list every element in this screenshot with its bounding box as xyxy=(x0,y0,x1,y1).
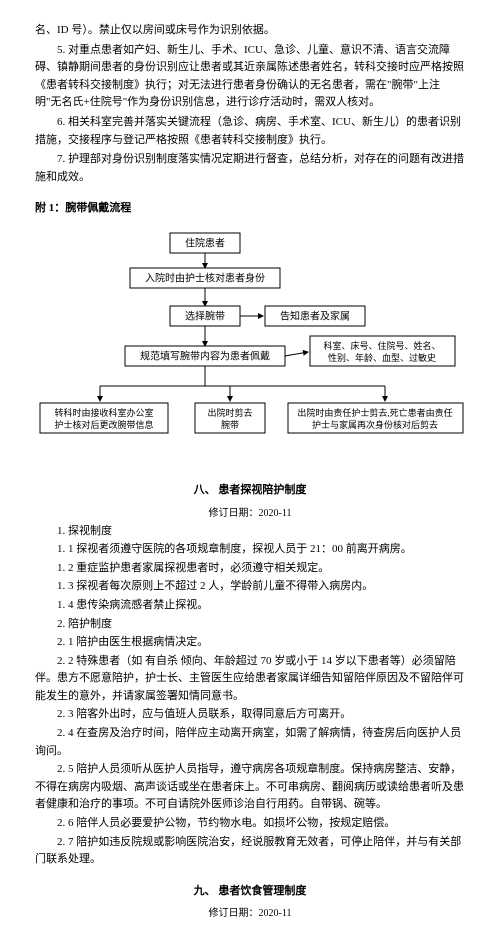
section-8-date: 修订日期：2020-11 xyxy=(35,506,465,522)
section-9-title: 九、 患者饮食管理制度 xyxy=(35,883,465,901)
sec8-h2: 2. 陪护制度 xyxy=(35,616,465,634)
sec8-h1: 1. 探视制度 xyxy=(35,523,465,541)
flow-box-3r: 告知患者及家属 xyxy=(280,309,350,322)
flow-box-5l-l1: 转科时由接收科室办公室 xyxy=(54,407,153,418)
flow-box-2: 入院时由护士核对患者身份 xyxy=(145,271,265,284)
sec8-i5: 2. 1 陪护由医生根据病情决定。 xyxy=(35,634,465,652)
intro-line-3: 6. 相关科室完善并落实关键流程（急诊、病房、手术室、ICU、新生儿）的患者识别… xyxy=(35,114,465,149)
sec8-i6: 2. 2 特殊患者（如 有自杀 倾向、年龄超过 70 岁或小于 14 岁以下患者… xyxy=(35,653,465,706)
sec8-i3: 1. 3 探视者每次原则上不超过 2 人，学龄前儿童不得带入病房内。 xyxy=(35,578,465,596)
sec8-i9: 2. 5 陪护人员须听从医护人员指导，遵守病房各项规章制度。保持病房整洁、安静，… xyxy=(35,761,465,814)
flow-box-1: 住院患者 xyxy=(185,236,225,249)
flow-box-5m-l1: 出院时剪去 xyxy=(207,407,252,418)
flow-box-3: 选择腕带 xyxy=(185,309,225,322)
sec8-i1: 1. 1 探视者须遵守医院的各项规章制度，探视人员于 21：00 前离开病房。 xyxy=(35,541,465,559)
flowchart-svg: 住院患者 入院时由护士核对患者身份 选择腕带 告知患者及家属 规范填写腕带内容为… xyxy=(35,228,465,468)
flow-box-5r-l1: 出院时由责任护士剪去,死亡患者由责任 xyxy=(297,407,452,418)
section-9-date: 修订日期：2020-11 xyxy=(35,906,465,922)
attachment-title: 附 1：腕带佩戴流程 xyxy=(35,200,465,218)
intro-line-4: 7. 护理部对身份识别制度落实情况定期进行督查，总结分析，对存在的问题有改进措施… xyxy=(35,151,465,186)
intro-line-1: 名、ID 号）。禁止仅以房间或床号作为识别依据。 xyxy=(35,22,465,40)
sec8-i11: 2. 7 陪护如违反院规或影响医院治安，经说服教育无效者，可停止陪伴，并与有关部… xyxy=(35,834,465,869)
flow-box-4r-l2: 性别、年龄、血型、过敏史 xyxy=(328,352,436,363)
sec8-i10: 2. 6 陪伴人员必要爱护公物，节约物水电。如损坏公物，按规定赔偿。 xyxy=(35,815,465,833)
sec8-i7: 2. 3 陪客外出时，应与值班人员联系，取得同意后方可离开。 xyxy=(35,706,465,724)
flow-box-5r-l2: 护士与家属再次身份核对后剪去 xyxy=(312,419,438,430)
flow-box-4: 规范填写腕带内容为患者佩戴 xyxy=(140,349,270,362)
flow-box-4r-l1: 科室、床号、住院号、姓名、 xyxy=(323,340,440,351)
section-8-title: 八、 患者探视陪护制度 xyxy=(35,482,465,500)
flow-box-5l-l2: 护士核对后更改腕带信息 xyxy=(54,419,153,430)
sec8-i2: 1. 2 重症监护患者家属探视患者时，必须遵守相关规定。 xyxy=(35,560,465,578)
flow-box-5m-l2: 腕带 xyxy=(221,419,239,430)
sec8-i4: 1. 4 患传染病流感者禁止探视。 xyxy=(35,597,465,615)
sec8-i8: 2. 4 在查房及治疗时间，陪伴应主动离开病室，如需了解病情，待查房后向医护人员… xyxy=(35,725,465,760)
intro-line-2: 5. 对重点患者如产妇、新生儿、手术、ICU、急诊、儿童、意识不清、语言交流障碍… xyxy=(35,42,465,112)
flowchart: 住院患者 入院时由护士核对患者身份 选择腕带 告知患者及家属 规范填写腕带内容为… xyxy=(35,228,465,468)
